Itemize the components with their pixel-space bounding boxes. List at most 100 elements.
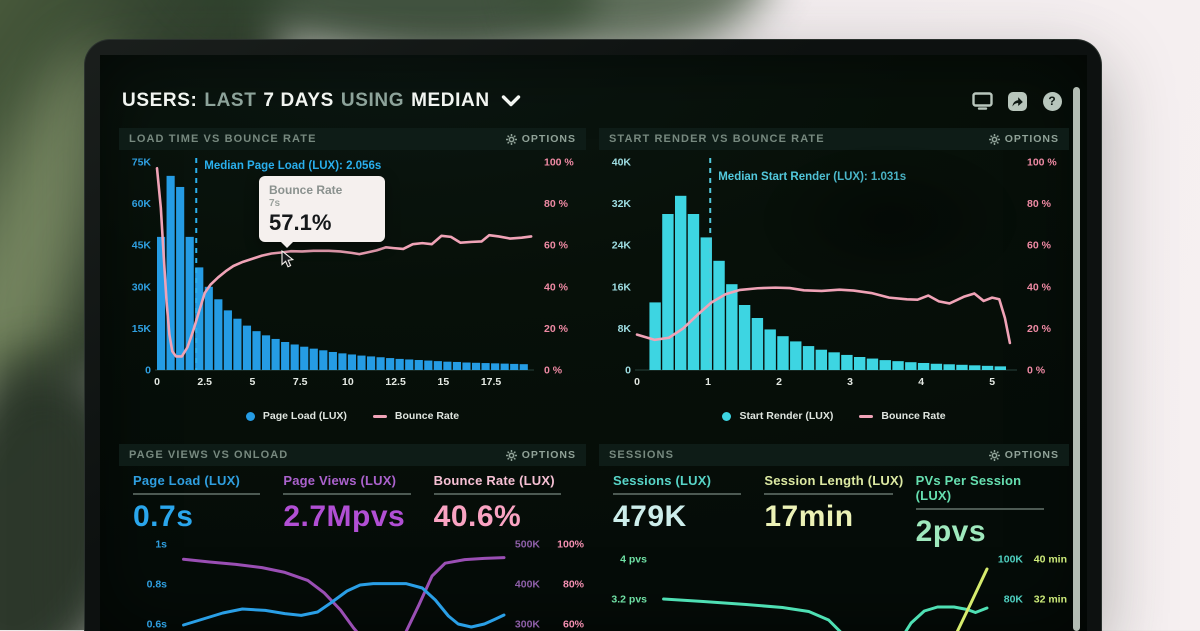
panel-page-views-header: PAGE VIEWS VS ONLOAD OPTIONS (119, 444, 586, 466)
last-label: LAST (204, 90, 257, 111)
svg-text:3.2 pvs: 3.2 pvs (611, 594, 647, 606)
legend: Page Load (LUX) Bounce Rate (119, 410, 586, 422)
svg-text:60 %: 60 % (544, 240, 569, 252)
metric-page-load: Page Load (LUX) 0.7s (133, 473, 271, 534)
metric-bounce-rate: Bounce Rate (LUX) 40.6% (433, 473, 572, 534)
chevron-down-icon (501, 95, 520, 107)
svg-text:5: 5 (989, 376, 995, 388)
svg-text:32 min: 32 min (1034, 594, 1067, 606)
gear-icon (505, 133, 517, 145)
legend: Start Render (LUX) Bounce Rate (599, 410, 1069, 422)
mouse-cursor-icon (281, 249, 295, 273)
svg-text:30K: 30K (132, 281, 152, 293)
svg-text:40K: 40K (612, 157, 632, 169)
svg-text:20 %: 20 % (1027, 323, 1052, 335)
svg-text:100 %: 100 % (544, 157, 574, 169)
svg-text:4: 4 (918, 376, 924, 388)
svg-text:8K: 8K (618, 323, 632, 335)
svg-text:15: 15 (437, 376, 449, 388)
load-time-chart[interactable]: 75K 60K 45K 30K 15K 0 100 % 80 % 60 % 40 % 20 % 0 %… (119, 150, 586, 402)
svg-text:10: 10 (342, 376, 354, 388)
panel-start-render: START RENDER VS BOUNCE RATE OPTIONS 4 0 (599, 128, 1069, 433)
svg-text:5: 5 (250, 376, 256, 388)
users-range-dropdown[interactable]: USERS: LAST 7 DAYS USING MEDIAN (122, 90, 521, 112)
svg-text:45K: 45K (132, 240, 152, 252)
start-render-chart[interactable]: 40K 32K 24K 16K 8K 0 100 % 80 % 60 % 40 % 20 % 0 % 0… (599, 150, 1069, 402)
svg-text:100K: 100K (998, 554, 1024, 566)
svg-text:17.5: 17.5 (481, 376, 502, 388)
svg-text:24K: 24K (612, 240, 632, 252)
metrics-row: Sessions (LUX) 479K Session Length (LUX)… (599, 466, 1069, 549)
users-label: USERS: (122, 90, 198, 111)
chart-tooltip: Bounce Rate 7s 57.1% (259, 176, 385, 268)
scrollbar[interactable] (1073, 87, 1080, 631)
svg-text:300K: 300K (515, 619, 541, 631)
days-label: 7 DAYS (263, 90, 334, 111)
svg-text:2: 2 (776, 376, 782, 388)
panel-title: PAGE VIEWS VS ONLOAD (129, 449, 289, 461)
svg-text:60%: 60% (563, 619, 585, 631)
legend-dash (859, 414, 874, 418)
using-label: USING (340, 90, 405, 111)
help-icon[interactable]: ? (1041, 91, 1063, 111)
metrics-row: Page Load (LUX) 0.7s Page Views (LUX) 2.… (119, 466, 586, 534)
svg-text:0: 0 (145, 365, 151, 377)
svg-text:12.5: 12.5 (385, 376, 406, 388)
metric-page-views: Page Views (LUX) 2.7Mpvs (283, 473, 421, 534)
gear-icon (505, 449, 517, 461)
gear-icon (988, 449, 1000, 461)
share-icon[interactable] (1006, 91, 1028, 111)
svg-text:40 %: 40 % (1027, 281, 1052, 293)
svg-text:1s: 1s (155, 539, 167, 551)
metric-pvs-per-session: PVs Per Session (LUX) 2pvs (915, 473, 1055, 549)
dashboard-header: USERS: LAST 7 DAYS USING MEDIAN (122, 85, 1063, 117)
legend-dot (245, 411, 255, 421)
svg-text:3: 3 (847, 376, 853, 388)
svg-text:0: 0 (154, 376, 160, 388)
svg-text:20 %: 20 % (544, 323, 569, 335)
svg-text:32K: 32K (612, 198, 632, 210)
svg-text:0: 0 (634, 376, 640, 388)
metric-session-length: Session Length (LUX) 17min (764, 473, 904, 533)
svg-text:1: 1 (705, 376, 711, 388)
svg-text:60K: 60K (132, 198, 152, 210)
svg-text:0 %: 0 % (1027, 365, 1046, 377)
svg-text:100 %: 100 % (1027, 157, 1057, 169)
panel-title: LOAD TIME VS BOUNCE RATE (129, 133, 317, 145)
page-views-chart[interactable]: 1s 0.8s 0.6s 500K 400K 300K 100% 80% 60% (119, 534, 586, 631)
panel-page-views: PAGE VIEWS VS ONLOAD OPTIONS (119, 444, 586, 631)
svg-text:0 %: 0 % (544, 365, 563, 377)
svg-text:Median Page Load (LUX): 2.056s: Median Page Load (LUX): 2.056s (204, 160, 381, 172)
median-label: MEDIAN (411, 90, 490, 111)
dashboard-screen: USERS: LAST 7 DAYS USING MEDIAN (100, 55, 1087, 631)
svg-text:0.6s: 0.6s (147, 619, 168, 631)
panel-sessions: SESSIONS OPTIONS S (599, 444, 1069, 631)
svg-text:80 %: 80 % (544, 198, 569, 210)
svg-text:40 min: 40 min (1034, 554, 1067, 566)
svg-text:4 pvs: 4 pvs (620, 554, 647, 566)
options-button[interactable]: OPTIONS (505, 449, 576, 461)
options-button[interactable]: OPTIONS (505, 133, 576, 145)
gear-icon (988, 133, 1000, 145)
options-button[interactable]: OPTIONS (988, 449, 1059, 461)
svg-text:500K: 500K (515, 539, 541, 551)
svg-text:16K: 16K (612, 281, 632, 293)
legend-dash (372, 414, 387, 418)
svg-text:75K: 75K (132, 157, 152, 169)
svg-text:0.8s: 0.8s (147, 579, 168, 591)
metric-sessions: Sessions (LUX) 479K (613, 473, 752, 549)
monitor-icon[interactable] (971, 91, 993, 111)
options-button[interactable]: OPTIONS (988, 133, 1059, 145)
svg-text:60 %: 60 % (1027, 240, 1052, 252)
svg-text:15K: 15K (132, 323, 152, 335)
svg-text:80 %: 80 % (1027, 198, 1052, 210)
header-icons: ? (971, 91, 1063, 111)
panel-start-render-header: START RENDER VS BOUNCE RATE OPTIONS (599, 128, 1069, 150)
svg-text:100%: 100% (557, 539, 585, 551)
svg-text:2.5: 2.5 (197, 376, 212, 388)
panel-load-time: LOAD TIME VS BOUNCE RATE OPTIONS 75K 60 (119, 128, 586, 433)
svg-text:7.5: 7.5 (293, 376, 308, 388)
panel-load-time-header: LOAD TIME VS BOUNCE RATE OPTIONS (119, 128, 586, 150)
panel-title: START RENDER VS BOUNCE RATE (609, 133, 825, 145)
